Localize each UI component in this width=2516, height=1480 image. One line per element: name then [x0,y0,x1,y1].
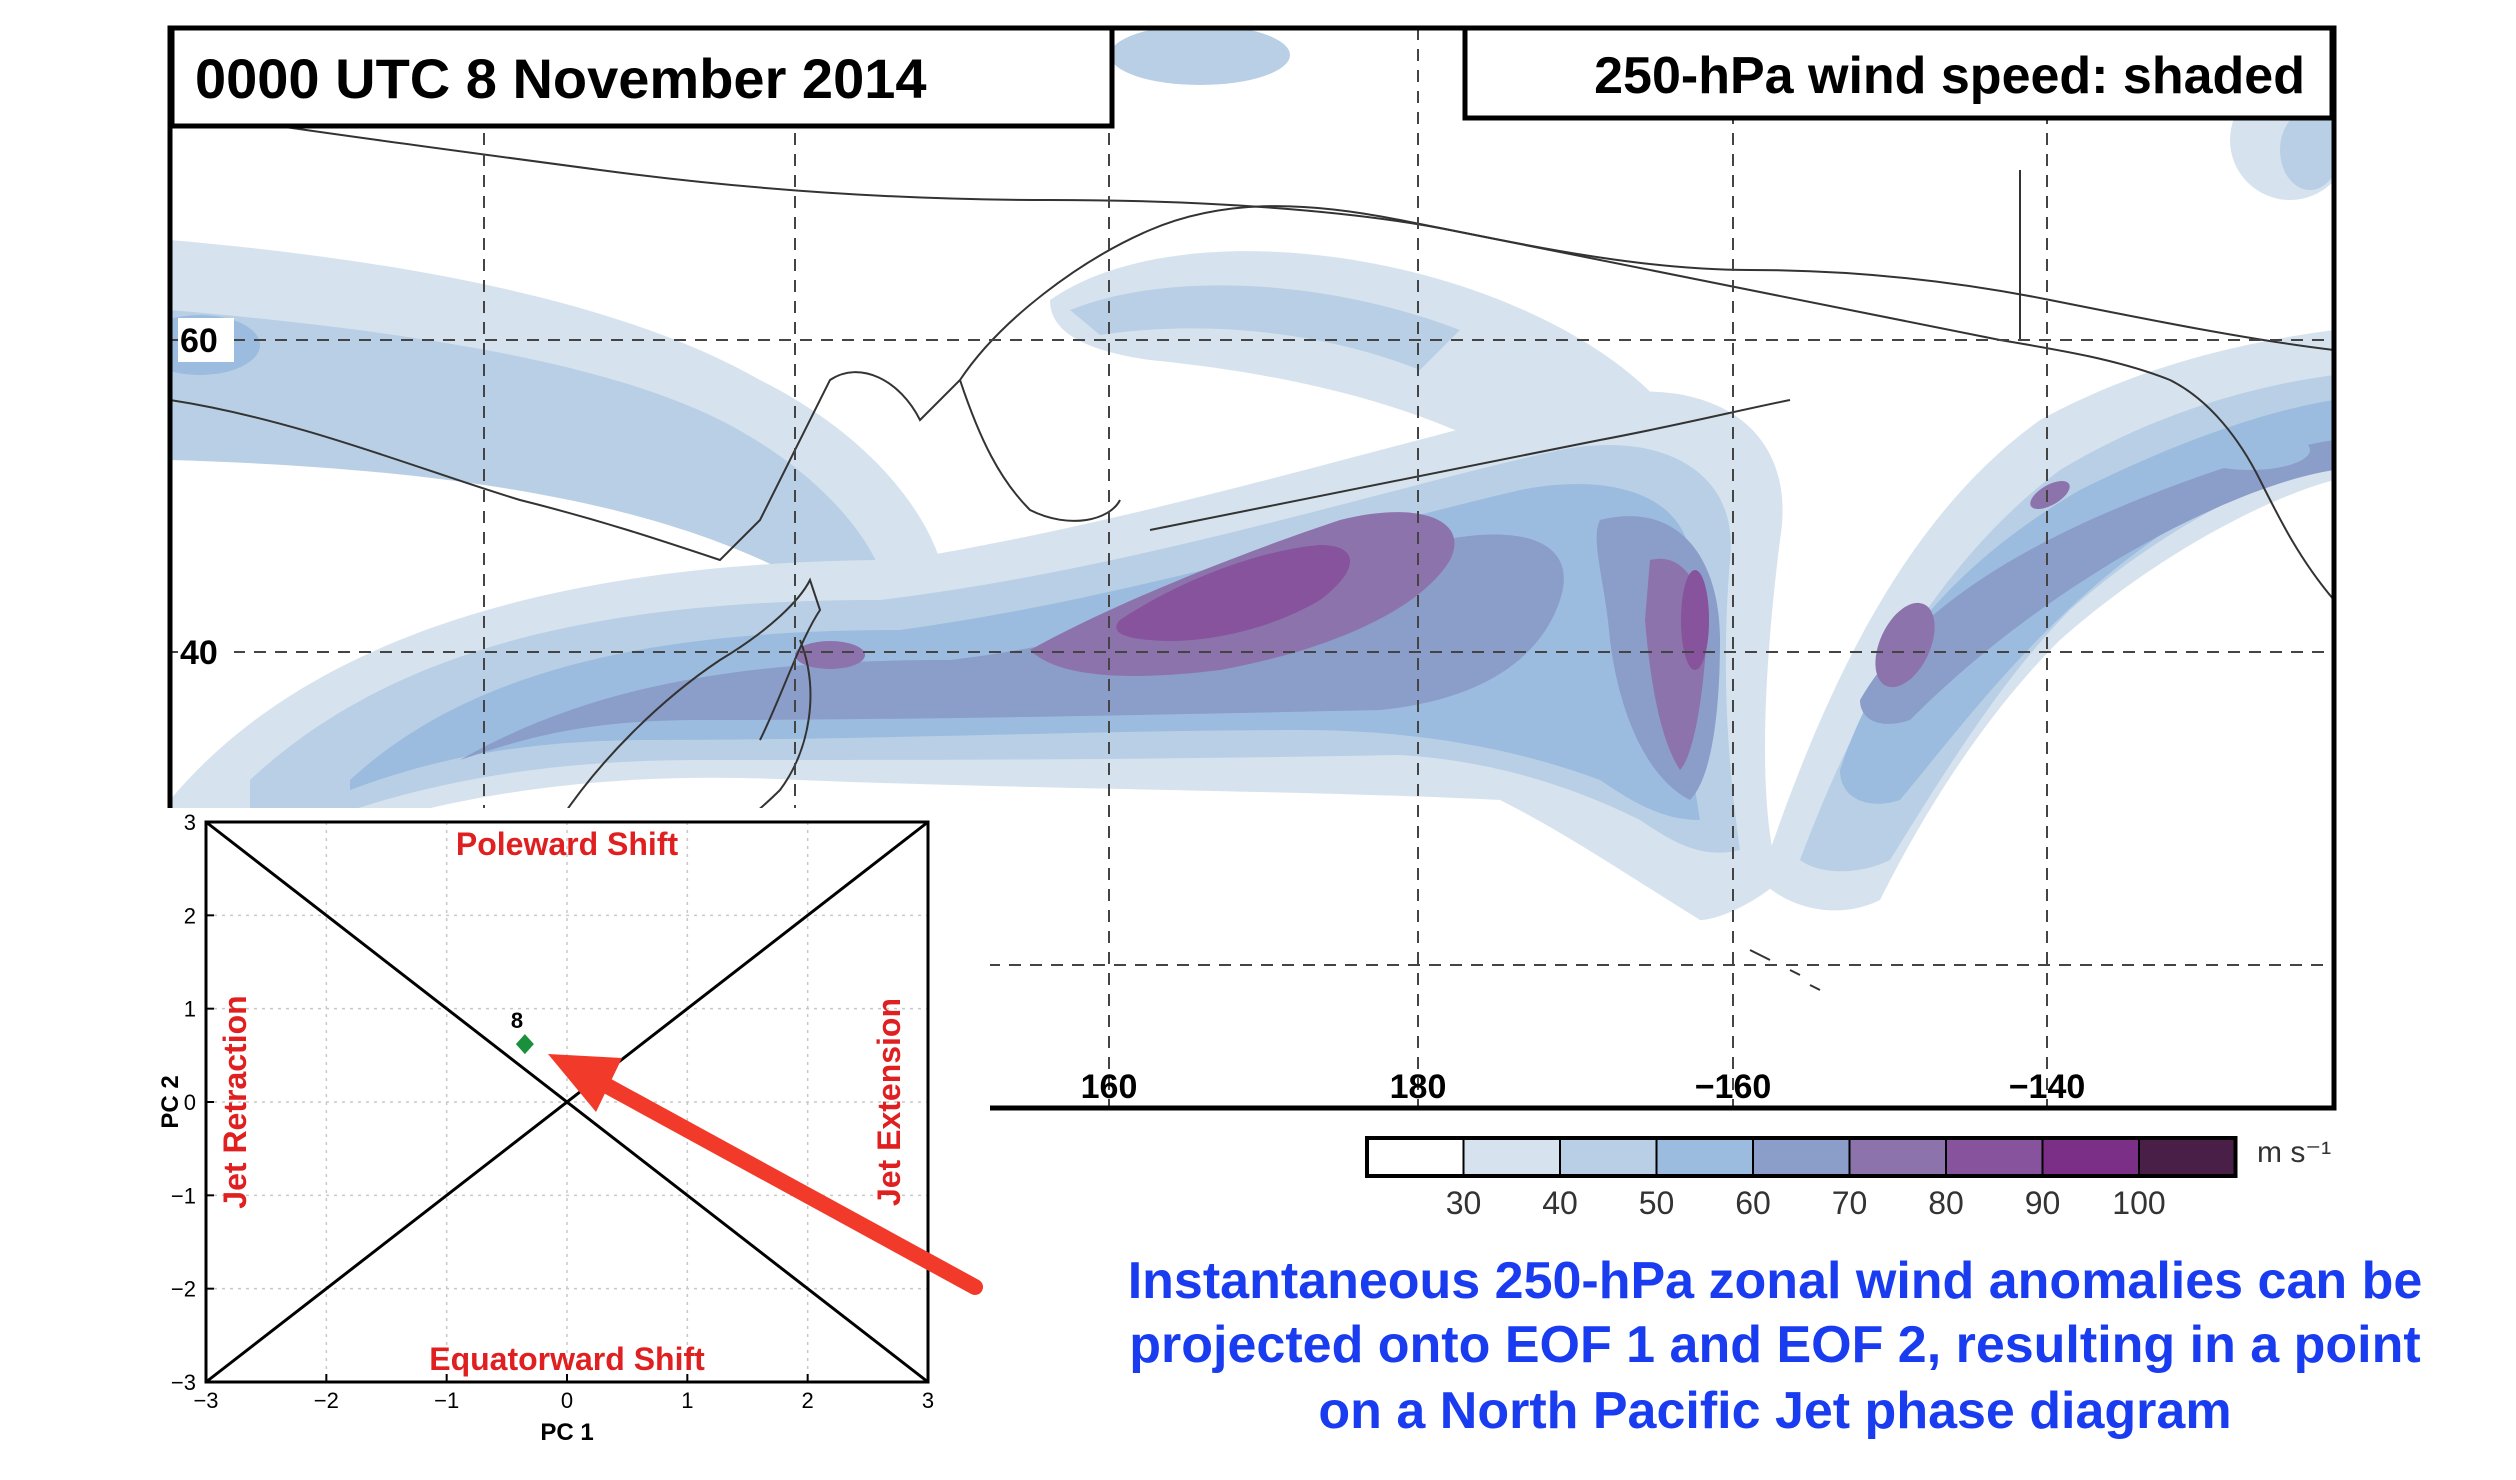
equatorward-shift-label: Equatorward Shift [429,1341,705,1377]
pc2-tick-label: 2 [184,903,196,928]
caption-line-1: Instantaneous 250-hPa zonal wind anomali… [1128,1252,2423,1310]
pc2-tick-label: −2 [171,1277,196,1302]
pc1-tick-label: 0 [561,1388,573,1413]
colorbar-tick-label: 80 [1928,1185,1964,1221]
pc1-axis-label: PC 1 [540,1419,593,1446]
pc1-tick-label: 3 [922,1388,934,1413]
caption-line-3: on a North Pacific Jet phase diagram [1318,1382,2231,1440]
pc2-axis-label: PC 2 [157,1075,184,1128]
pc2-tick-label: 3 [184,810,196,835]
pc1-tick-labels: −3 −2 −1 0 1 2 3 [193,1374,934,1413]
pc2-tick-label: 1 [184,997,196,1022]
longitude-labels: 160 180 −160 −140 [1081,1068,2086,1106]
map-frame [167,25,2337,1111]
graticule [170,28,2334,1108]
field-label: 250-hPa wind speed: shaded [1594,47,2305,105]
colorbar-tick-labels: 30 40 50 60 70 80 90 100 [1446,1185,2166,1221]
colorbar-bin [1655,1137,1754,1177]
caption: Instantaneous 250-hPa zonal wind anomali… [1128,1252,2423,1440]
lon-label-minus160: −160 [1695,1068,1772,1106]
arrow-shaft [592,1074,983,1295]
colorbar-unit: m s⁻¹ [2257,1136,2331,1169]
pc1-tick-label: −1 [434,1388,459,1413]
pc1-tick-label: −3 [193,1388,218,1413]
diagonal-line [205,820,929,1384]
colorbar-bin [1366,1137,1465,1177]
lat-label-60: 60 [180,322,218,360]
jet-retraction-label: Jet Retraction [217,995,253,1208]
colorbar-tick-label: 50 [1639,1185,1675,1221]
poleward-shift-label: Poleward Shift [456,826,679,862]
colorbar-tick-label: 90 [2025,1185,2061,1221]
title-box: 0000 UTC 8 November 2014 [169,25,1115,129]
phase-point-label: 8 [511,1008,523,1033]
arrow-head [548,1054,622,1112]
colorbar-tick-label: 60 [1735,1185,1771,1221]
time-label: 0000 UTC 8 November 2014 [195,47,927,110]
colorbar-tick-label: 100 [2112,1185,2165,1221]
colorbar-tick-label: 40 [1542,1185,1578,1221]
lon-label-160: 160 [1081,1068,1138,1106]
colorbar-tick-label: 70 [1832,1185,1868,1221]
colorbar-bin [2138,1137,2237,1177]
phase-point: 8 [511,1008,534,1055]
colorbar-bin [1462,1137,1561,1177]
pc1-tick-label: 2 [802,1388,814,1413]
pc1-tick-label: −2 [314,1388,339,1413]
caption-line-2: projected onto EOF 1 and EOF 2, resultin… [1129,1316,2420,1374]
colorbar: 30 40 50 60 70 80 90 100 m s⁻¹ [1365,1136,2331,1221]
colorbar-bin [1848,1137,1947,1177]
lon-label-180: 180 [1390,1068,1447,1106]
phase-point-marker [515,1034,534,1055]
lon-label-minus140: −140 [2009,1068,2086,1106]
pc1-tick-label: 1 [681,1388,693,1413]
colorbar-bins [1365,1136,2238,1178]
colorbar-frame [1365,1136,2238,1178]
colorbar-bin [1559,1137,1658,1177]
wind-speed-map: 0000 UTC 8 November 2014 250-hPa wind sp… [167,25,2337,1111]
pc2-tick-labels: 3 2 1 0 −1 −2 −3 [171,810,214,1395]
pc2-tick-label: −1 [171,1183,196,1208]
phase-diagram-diagonals [205,820,929,1384]
pointer-arrow [548,1054,983,1295]
colorbar-bin [1945,1137,2044,1177]
colorbar-bin [2041,1137,2140,1177]
jet-extension-label: Jet Extension [871,998,907,1206]
pc2-tick-label: 0 [184,1090,196,1115]
latitude-labels: 60 40 [178,318,234,674]
field-box: 250-hPa wind speed: shaded [1462,25,2335,121]
colorbar-tick-label: 30 [1446,1185,1482,1221]
phase-diagram: −3 −2 −1 0 1 2 3 3 2 1 0 −1 −2 −3 PC 1 PC 2 Poleward… [157,808,990,1448]
pc2-tick-label: −3 [171,1370,196,1395]
colorbar-bin [1752,1137,1851,1177]
lat-label-40: 40 [180,634,218,672]
